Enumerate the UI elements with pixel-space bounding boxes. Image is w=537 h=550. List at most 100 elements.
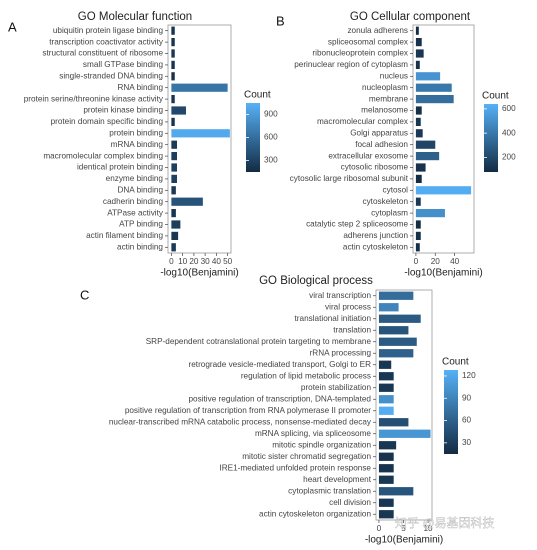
- y-tick-label: SRP-dependent cotranslational protein ta…: [146, 337, 372, 346]
- bar: [378, 452, 394, 461]
- y-tick-label: Golgi apparatus: [350, 128, 408, 137]
- bar: [378, 475, 394, 484]
- y-tick-label: mitotic sister chromatid segregation: [242, 452, 371, 461]
- bar: [378, 395, 394, 404]
- bar: [415, 129, 423, 138]
- y-tick-label: cytoplasm: [371, 208, 408, 217]
- y-tick-label: ubiquitin protein ligase binding: [53, 26, 164, 35]
- x-tick-label: 20: [431, 257, 441, 266]
- y-tick-label: actin cytoskeleton organization: [259, 509, 371, 518]
- plot-frame: [167, 24, 232, 254]
- y-tick-label: extracellular exosome: [328, 151, 408, 160]
- bar: [415, 231, 421, 241]
- y-tick-label: nucleoplasm: [362, 83, 408, 92]
- y-tick-label: DNA binding: [117, 185, 163, 194]
- y-tick-label: ribonucleoprotein complex: [312, 49, 408, 58]
- bar: [171, 231, 179, 241]
- y-tick-label: translation: [333, 325, 371, 334]
- bar: [378, 291, 414, 300]
- bar: [415, 37, 422, 47]
- y-tick-label: spliceosomal complex: [328, 37, 408, 46]
- y-tick-label: macromolecular complex: [317, 117, 408, 126]
- bar: [171, 117, 175, 127]
- colorbar-title: Count: [482, 91, 509, 102]
- bar: [378, 498, 394, 507]
- y-tick-label: IRE1-mediated unfolded protein response: [219, 463, 371, 472]
- colorbar-tick-label: 900: [264, 110, 278, 119]
- bar: [171, 163, 177, 172]
- y-tick-label: viral process: [325, 302, 371, 311]
- bar: [378, 510, 394, 519]
- x-tick-label: 10: [424, 524, 434, 533]
- bar: [378, 372, 394, 381]
- x-tick-label: 0: [169, 257, 174, 266]
- y-tick-label: cadherin binding: [103, 197, 164, 206]
- y-tick-label: melanosome: [361, 106, 408, 115]
- y-tick-label: transcription coactivator activity: [49, 37, 164, 46]
- bar: [171, 140, 177, 149]
- bar: [378, 326, 409, 335]
- bar: [415, 49, 424, 58]
- bar: [415, 243, 420, 252]
- bar: [415, 106, 422, 115]
- bar: [171, 72, 175, 81]
- y-tick-label: mRNA splicing, via spliceosome: [255, 429, 371, 438]
- bar: [378, 337, 417, 346]
- bar: [171, 129, 230, 138]
- bar: [415, 197, 421, 206]
- colorbar-title: Count: [244, 90, 271, 101]
- y-tick-label: enzyme binding: [106, 174, 164, 183]
- y-tick-label: protein domain specific binding: [51, 117, 164, 126]
- colorbar-tick-label: 300: [264, 156, 278, 165]
- y-tick-label: zonula adherens: [347, 26, 408, 35]
- y-tick-label: adherens junction: [343, 231, 408, 240]
- y-tick-label: small GTPase binding: [83, 60, 164, 69]
- y-tick-label: regulation of lipid metabolic process: [241, 371, 371, 380]
- y-tick-label: RNA binding: [117, 83, 163, 92]
- y-tick-label: cytosolic ribosome: [341, 163, 409, 172]
- bar: [378, 383, 394, 392]
- bar: [171, 186, 176, 195]
- y-tick-label: single-stranded DNA binding: [59, 71, 163, 80]
- bar: [171, 243, 176, 252]
- panel-label: B: [276, 13, 285, 28]
- x-tick-label: 40: [450, 257, 460, 266]
- y-tick-label: focal adhesion: [355, 140, 408, 149]
- colorbar-tick-label: 60: [462, 416, 472, 425]
- y-tick-label: actin filament binding: [86, 231, 163, 240]
- y-tick-label: mitotic spindle organization: [272, 440, 371, 449]
- y-tick-label: ATP binding: [119, 220, 163, 229]
- bar: [378, 349, 414, 358]
- colorbar-tick-label: 600: [264, 133, 278, 142]
- y-tick-label: positive regulation of transcription, DN…: [189, 394, 372, 403]
- y-tick-label: cytosol: [383, 185, 409, 194]
- bar: [378, 464, 394, 473]
- colorbar: [246, 103, 260, 172]
- y-tick-label: nucleus: [380, 71, 408, 80]
- colorbar: [484, 104, 498, 172]
- x-tick-label: 40: [212, 257, 222, 266]
- colorbar-tick-label: 600: [502, 104, 516, 113]
- y-tick-label: heart development: [303, 475, 372, 484]
- bar: [171, 151, 177, 161]
- y-tick-label: perinuclear region of cytoplasm: [294, 60, 408, 69]
- bar: [415, 140, 436, 149]
- bar: [171, 208, 176, 218]
- colorbar: [444, 370, 458, 454]
- panel-label: C: [80, 287, 89, 302]
- bar: [378, 441, 397, 450]
- x-tick-label: 10: [178, 257, 188, 266]
- bar: [171, 220, 181, 229]
- bar: [171, 83, 228, 92]
- bar: [378, 406, 394, 415]
- colorbar-tick-label: 200: [502, 153, 516, 162]
- chart-title: GO Biological process: [259, 275, 373, 287]
- colorbar-tick-label: 30: [462, 438, 472, 447]
- bar: [171, 26, 175, 35]
- y-tick-label: viral transcription: [309, 291, 371, 300]
- y-tick-label: structural constituent of ribosome: [42, 49, 163, 58]
- bar: [415, 186, 472, 195]
- panel-label: A: [8, 19, 17, 34]
- bar: [415, 117, 421, 127]
- x-tick-label: 20: [189, 257, 199, 266]
